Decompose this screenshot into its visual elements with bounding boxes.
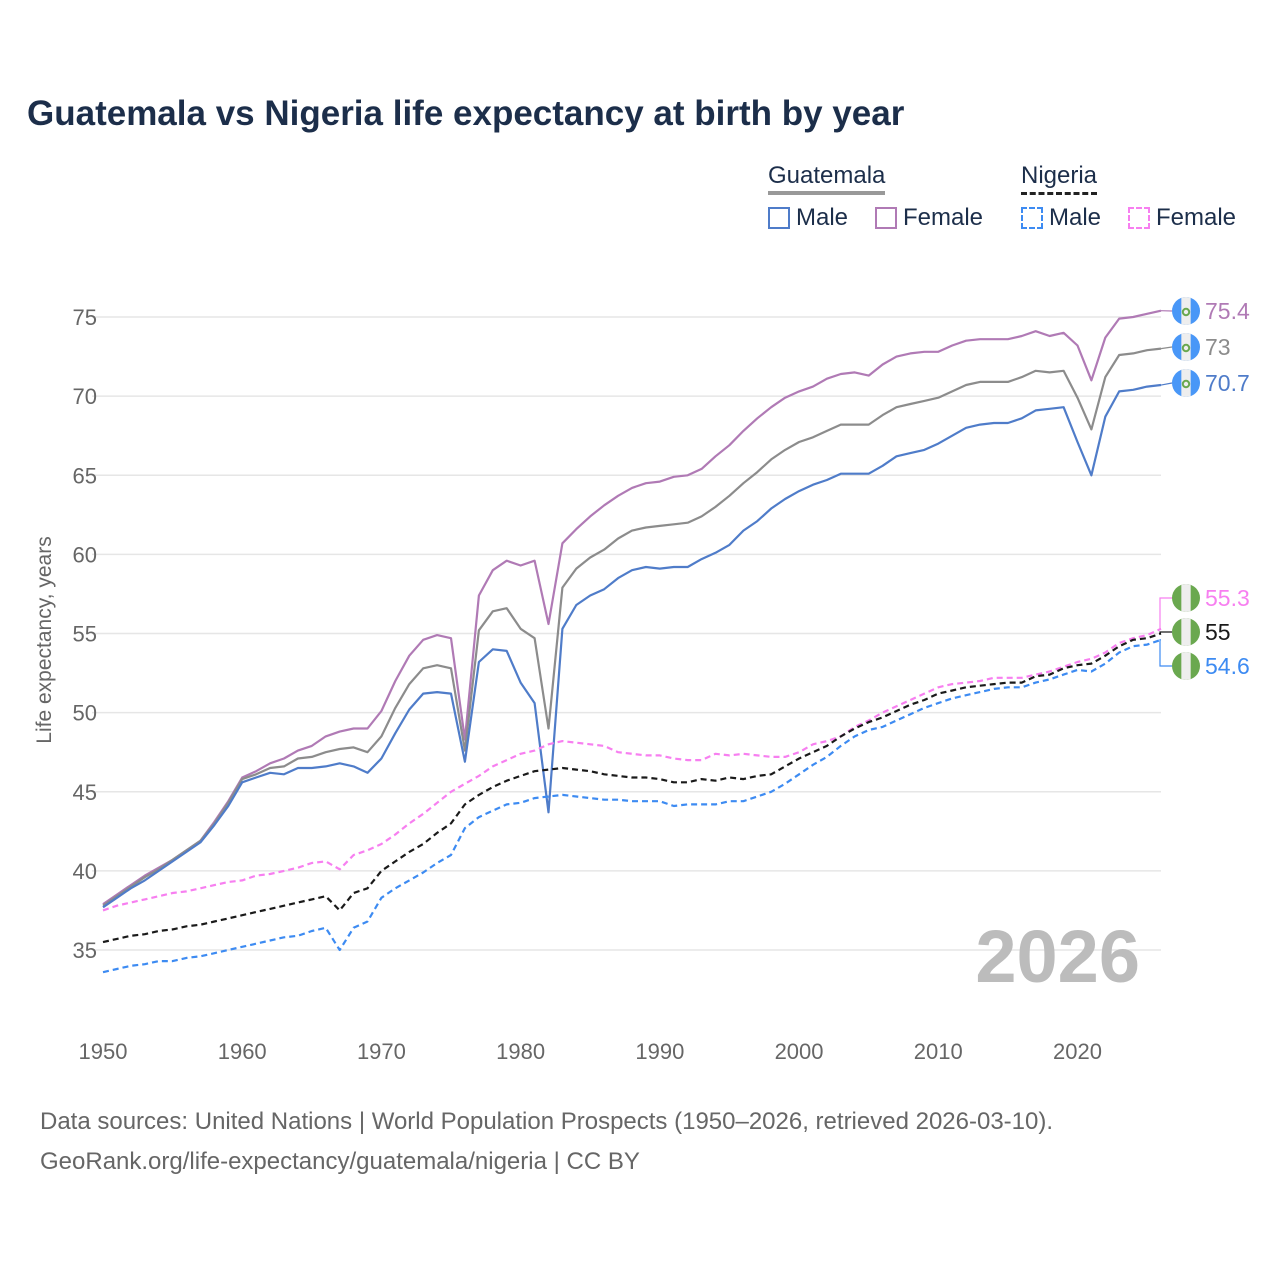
legend-swatch-icon <box>1128 207 1150 229</box>
guatemala-flag-icon <box>1172 333 1200 361</box>
chart-title: Guatemala vs Nigeria life expectancy at … <box>27 94 905 133</box>
series-line-nigeria[interactable] <box>102 632 1162 944</box>
legend-label: Male <box>1049 204 1102 231</box>
legend-guatemala-female[interactable]: Female <box>875 204 983 232</box>
flag-emblem <box>1181 343 1191 353</box>
flag-stripes <box>1172 618 1200 646</box>
legend-nigeria-line <box>1021 192 1098 195</box>
x-tick-label: 1960 <box>218 1039 267 1064</box>
x-tick-label: 1950 <box>79 1039 128 1064</box>
flag-center-stripe <box>1181 652 1191 680</box>
legend-group-guatemala[interactable]: Guatemala <box>768 162 886 195</box>
flag-emblem <box>1181 307 1191 317</box>
end-labels: 75.4 73 70.7 55.3 55 54.6 <box>1159 297 1250 680</box>
y-tick-label: 45 <box>73 780 97 805</box>
footer-sources: Data sources: United Nations | World Pop… <box>40 1108 1054 1135</box>
flag-stripes <box>1172 333 1200 361</box>
end-connector <box>1159 597 1172 630</box>
end-connector <box>1159 639 1172 667</box>
guatemala-flag-icon <box>1172 297 1200 325</box>
end-value-label: 75.4 <box>1205 298 1250 324</box>
legend-nigeria-male[interactable]: Male <box>1021 204 1101 232</box>
footer-link[interactable]: GeoRank.org/life-expectancy/guatemala/ni… <box>40 1148 640 1175</box>
y-axis-label: Life expectancy, years <box>33 536 56 743</box>
y-tick-label: 50 <box>73 701 97 726</box>
flag-center-stripe <box>1181 584 1191 612</box>
series-line-guatemala[interactable] <box>102 347 1162 907</box>
end-value-label: 54.6 <box>1205 653 1250 679</box>
series-line-guatemala-female[interactable] <box>102 309 1162 906</box>
x-tick-label: 2020 <box>1053 1039 1102 1064</box>
flag-center-stripe <box>1181 297 1191 325</box>
flag-center-stripe <box>1181 618 1191 646</box>
legend-guatemala-male[interactable]: Male <box>768 204 848 232</box>
end-value-label: 73 <box>1205 334 1231 360</box>
legend-swatch-icon <box>875 207 897 229</box>
flag-center-stripe <box>1181 369 1191 397</box>
nigeria-flag-icon <box>1172 652 1200 680</box>
y-tick-label: 75 <box>73 305 97 330</box>
series-line-guatemala-male[interactable] <box>102 383 1162 909</box>
end-connector <box>1160 382 1173 386</box>
legend-guatemala-label: Guatemala <box>768 162 886 189</box>
end-connector <box>1159 631 1172 635</box>
legend-label: Female <box>1156 204 1237 231</box>
x-tick-label: 1970 <box>357 1039 406 1064</box>
guatemala-flag-icon <box>1172 369 1200 397</box>
end-value-label: 70.7 <box>1205 370 1250 396</box>
legend-swatch-icon <box>768 207 790 229</box>
y-tick-label: 40 <box>73 859 97 884</box>
year-watermark: 2026 <box>975 915 1140 998</box>
nigeria-flag-icon <box>1172 618 1200 646</box>
end-value-label: 55.3 <box>1205 585 1250 611</box>
x-tick-label: 2000 <box>775 1039 824 1064</box>
flag-stripes <box>1172 369 1200 397</box>
x-tick-label: 1990 <box>635 1039 684 1064</box>
series-line-nigeria-female[interactable] <box>102 627 1162 912</box>
x-tick-label: 2010 <box>914 1039 963 1064</box>
series-lines <box>102 309 1162 974</box>
flag-emblem <box>1181 379 1191 389</box>
flag-stripes <box>1172 652 1200 680</box>
legend-guatemala-line <box>768 191 886 195</box>
legend-label: Male <box>796 204 849 231</box>
legend-label: Female <box>903 204 984 231</box>
legend-nigeria-female[interactable]: Female <box>1128 204 1236 232</box>
end-value-label: 55 <box>1205 619 1231 645</box>
y-tick-label: 55 <box>73 622 97 647</box>
flag-stripes <box>1172 297 1200 325</box>
flag-center-stripe <box>1181 333 1191 361</box>
y-tick-labels: 35 40 45 50 55 60 65 70 75 <box>73 305 97 963</box>
legend-nigeria-label: Nigeria <box>1021 162 1098 189</box>
gridlines <box>92 316 1161 951</box>
end-connector <box>1160 346 1173 350</box>
legend-group-nigeria[interactable]: Nigeria <box>1021 162 1098 195</box>
x-tick-labels: 1950 1960 1970 1980 1990 2000 2010 2020 <box>79 1039 1102 1064</box>
y-tick-label: 70 <box>73 384 97 409</box>
legend-swatch-icon <box>1021 207 1043 229</box>
y-tick-label: 65 <box>73 463 97 488</box>
flag-stripes <box>1172 584 1200 612</box>
y-tick-label: 35 <box>73 938 97 963</box>
series-line-nigeria-male[interactable] <box>102 638 1162 974</box>
nigeria-flag-icon <box>1172 584 1200 612</box>
y-tick-label: 60 <box>73 542 97 567</box>
x-tick-label: 1980 <box>496 1039 545 1064</box>
